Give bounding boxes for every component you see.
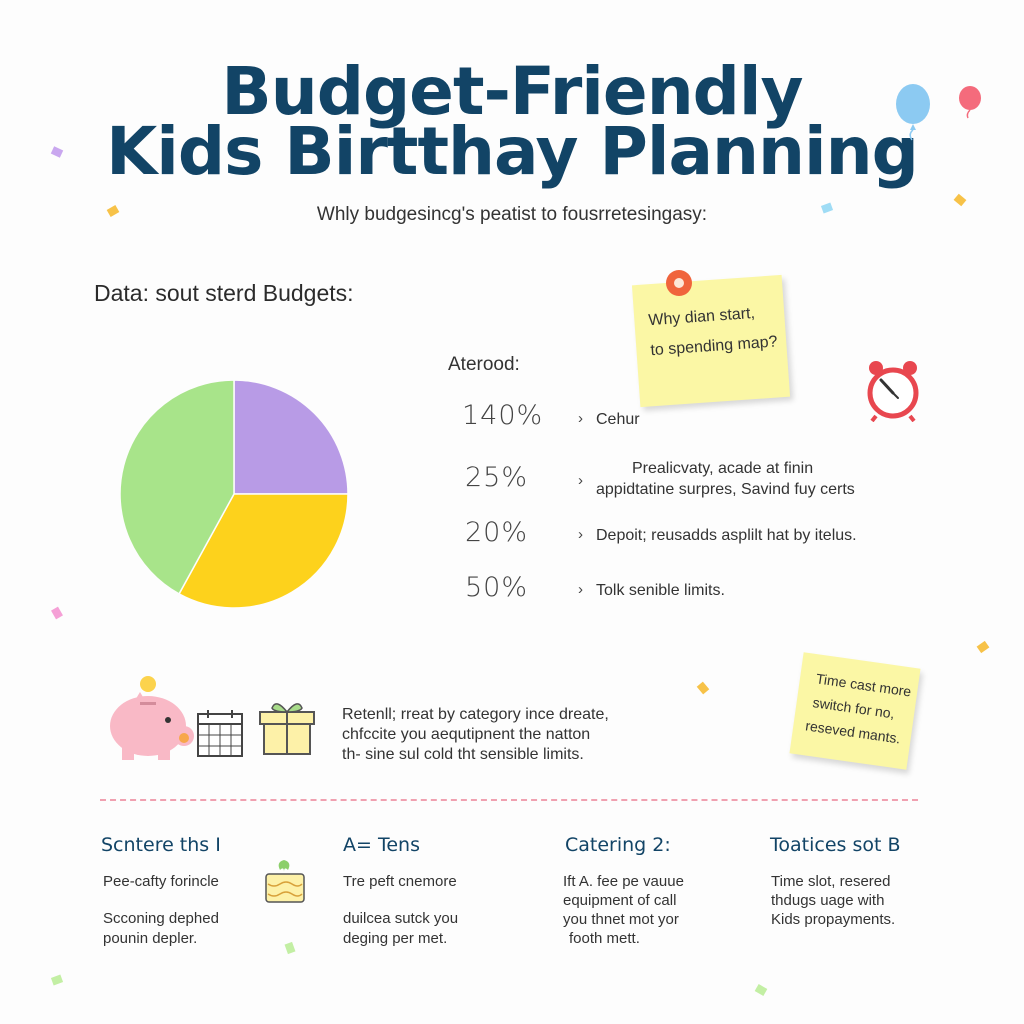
column-text: deging per met.: [343, 930, 448, 947]
balloon-icon: [896, 84, 981, 141]
legend-percent: 20%: [465, 517, 529, 548]
column-text: Pee-cafty forincle: [103, 873, 219, 890]
chevron-right-icon: ›: [578, 472, 583, 489]
legend-percent: 25%: [465, 462, 529, 493]
legend-text: Tolk senible limits.: [596, 582, 725, 599]
column-title: Scntere ths I: [101, 834, 221, 856]
column-text: pounin depler.: [103, 930, 198, 947]
gift-icon: [259, 703, 315, 755]
column-text: footh mett.: [569, 930, 640, 947]
pie-chart: [119, 379, 349, 609]
column-text: Kids propayments.: [771, 911, 896, 928]
pushpin-icon: [666, 270, 692, 296]
column-text: Scconing dephed: [103, 910, 219, 927]
legend-text: Cehur: [596, 411, 640, 428]
legend-percent: 50%: [465, 572, 529, 603]
column-text: thdugs uage with: [771, 892, 885, 909]
column-title: Catering 2:: [565, 834, 671, 856]
confetti: [696, 681, 710, 695]
column-text: Time slot, resered: [771, 873, 891, 890]
sticky-note: Why dian start, to spending map?: [631, 274, 791, 408]
page-title-line2: Kids Birtthay Planning: [106, 113, 919, 190]
confetti: [51, 606, 63, 620]
data-heading: Data: sout sterd Budgets:: [94, 280, 354, 306]
legend-percent: 140%: [462, 400, 544, 431]
column-text: Tre peft cnemore: [343, 873, 457, 890]
middle-text-line1: Retenll; rreat by category ince dreate,: [342, 706, 609, 723]
legend-heading: Aterood:: [448, 354, 520, 375]
divider: [100, 799, 918, 801]
page-subtitle: Whly budgesincg's peatist to fousrretesi…: [316, 204, 708, 225]
column-text: Ift A. fee pe vauue: [563, 873, 684, 890]
alarm-clock-icon: [867, 361, 919, 422]
column-title: Toatices sot B: [770, 834, 901, 856]
sticky-note: Time cast more switch for no, reseved ma…: [789, 652, 921, 770]
column-text: duilcea sutck you: [343, 910, 459, 927]
column-text: equipment of call: [563, 892, 677, 909]
confetti: [754, 984, 768, 996]
column-text: you thnet mot yor: [563, 911, 679, 928]
pie-slice-0: [233, 379, 349, 495]
legend-text: Depoit; reusadds asplilt hat by itelus.: [596, 527, 857, 544]
pie-slice-2: [119, 379, 235, 595]
middle-text-line3: th- sine sul cold tht sensible limits.: [342, 746, 584, 763]
confetti: [976, 640, 990, 654]
confetti: [284, 941, 296, 955]
piggy-bank-icon: [110, 676, 194, 760]
pie-slice-1: [178, 493, 349, 609]
legend-text-line2: appidtatine surpres, Savind fuy certs: [596, 481, 855, 498]
confetti: [50, 974, 64, 986]
chevron-right-icon: ›: [578, 410, 583, 427]
calendar-icon: [197, 710, 243, 757]
chevron-right-icon: ›: [578, 526, 583, 543]
legend-text-line1: Prealicvaty, acade at finin: [632, 460, 814, 477]
column-title: A= Tens: [343, 834, 420, 856]
middle-text-line2: chfccite you aequtipnent the natton: [342, 726, 591, 743]
cake-icon: [265, 860, 305, 903]
page-title-line1: Budget-Friendly: [221, 53, 803, 130]
chevron-right-icon: ›: [578, 581, 583, 598]
